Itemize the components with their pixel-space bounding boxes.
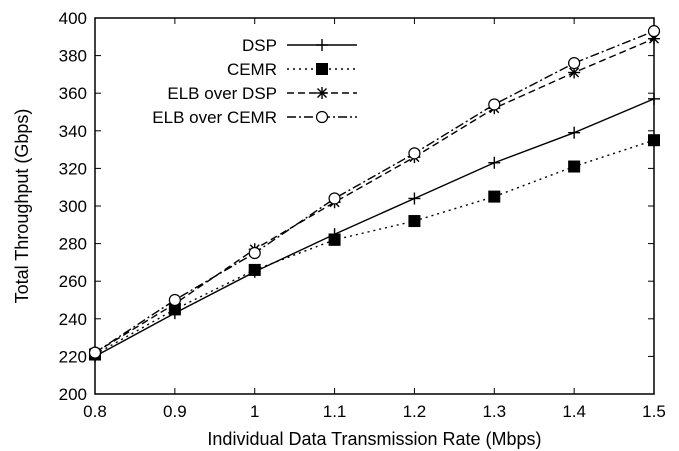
marker-square <box>248 263 261 276</box>
y-tick-label: 220 <box>59 347 87 366</box>
y-tick-label: 400 <box>59 9 87 28</box>
marker-square <box>488 190 501 203</box>
x-tick-label: 1.4 <box>562 402 586 421</box>
series-line <box>94 139 655 356</box>
y-tick-label: 240 <box>59 310 87 329</box>
x-tick-label: 1.2 <box>403 402 427 421</box>
data-point <box>568 126 581 139</box>
data-point <box>488 190 501 203</box>
marker-stroke <box>569 67 580 78</box>
data-point <box>328 192 341 205</box>
marker-circle <box>168 293 181 307</box>
data-point <box>488 98 501 111</box>
data-point <box>568 160 581 173</box>
marker-circle <box>568 57 581 70</box>
y-tick-label: 380 <box>59 47 87 66</box>
data-point <box>248 246 261 260</box>
marker-square <box>328 233 341 246</box>
data-point <box>408 147 421 160</box>
x-tick-label: 1.5 <box>642 402 666 421</box>
x-tick-label: 1.3 <box>482 402 506 421</box>
marker-circle <box>248 246 261 260</box>
marker-square <box>568 160 581 173</box>
legend-marker <box>316 63 328 75</box>
data-point <box>648 134 660 147</box>
data-point <box>328 233 341 246</box>
legend-label: ELB over CEMR <box>152 108 277 127</box>
data-point <box>488 156 501 169</box>
marker-circle <box>328 192 341 205</box>
y-tick-label: 280 <box>59 235 87 254</box>
marker-circle <box>408 147 421 160</box>
data-point <box>168 293 181 307</box>
legend: DSP CEMR ELB over DSP ELB over CEMR <box>152 36 357 127</box>
y-axis-title: Total Throughput (Gbps) <box>12 109 32 304</box>
marker-stroke <box>317 88 327 98</box>
y-tick-label: 340 <box>59 122 87 141</box>
x-axis-title: Individual Data Transmission Rate (Mbps) <box>207 429 541 449</box>
legend-marker <box>316 87 328 99</box>
y-tick-label: 260 <box>59 272 87 291</box>
data-point <box>408 192 421 205</box>
marker-circle <box>488 98 501 111</box>
y-tick-label: 200 <box>59 385 87 404</box>
series-group <box>88 25 661 363</box>
legend-marker <box>316 39 328 51</box>
y-tick-label: 360 <box>59 84 87 103</box>
x-tick-label: 0.8 <box>83 402 107 421</box>
series-line <box>94 38 655 354</box>
data-point <box>248 263 261 276</box>
y-tick-label: 320 <box>59 159 87 178</box>
legend-label: DSP <box>242 36 277 55</box>
data-point <box>88 346 102 359</box>
legend-label: ELB over DSP <box>167 84 277 103</box>
x-tick-label: 1.1 <box>323 402 347 421</box>
x-tick-label: 0.9 <box>163 402 187 421</box>
y-tick-label: 300 <box>59 197 87 216</box>
marker-circle <box>88 346 102 359</box>
series-line <box>94 98 655 358</box>
data-point <box>568 57 581 70</box>
data-point <box>408 215 421 228</box>
marker-square <box>316 63 328 75</box>
axis-ticks: 0.8 0.9 1 1.1 1.2 1.3 1.4 1.5 200 220 240 260 280 300… <box>59 9 666 421</box>
marker-square <box>648 134 660 147</box>
legend-marker <box>315 110 329 124</box>
x-tick-label: 1 <box>250 402 259 421</box>
data-point <box>647 25 661 38</box>
marker-circle <box>647 25 661 38</box>
series-line <box>94 30 655 354</box>
marker-circle <box>315 110 329 124</box>
legend-label: CEMR <box>227 60 277 79</box>
marker-square <box>408 215 421 228</box>
data-point <box>648 92 660 105</box>
